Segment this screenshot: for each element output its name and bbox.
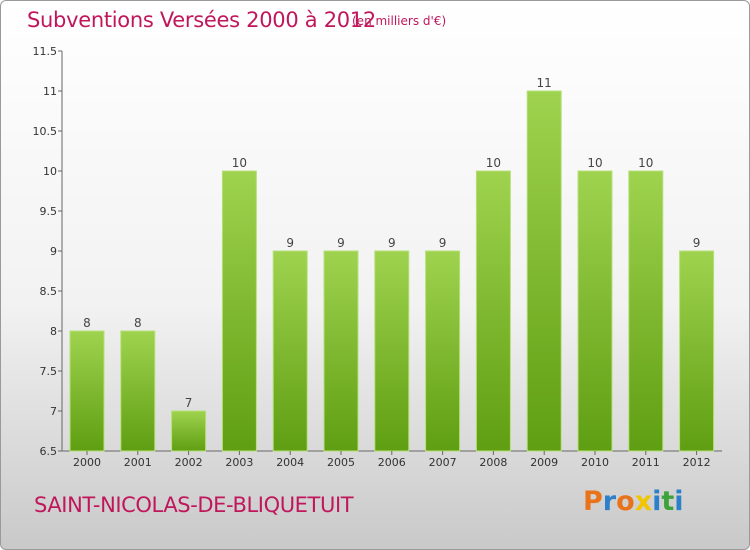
- x-tick-label: 2008: [479, 456, 507, 469]
- logo-letter: t: [661, 486, 675, 517]
- x-tick-label: 2009: [530, 456, 558, 469]
- x-tick-label: 2005: [327, 456, 355, 469]
- bar-value-label: 9: [439, 236, 447, 250]
- x-tick-label: 2004: [276, 456, 304, 469]
- y-tick-label: 10.5: [33, 125, 58, 138]
- plot-area: 6.5 7 7.5 8 8.5 9 9.5 10 10.5 11 11.5 8 2000 8 2001 7 20…: [33, 45, 722, 469]
- y-tick-label: 8.5: [40, 285, 58, 298]
- y-tick-label: 11: [43, 85, 57, 98]
- bar: [272, 250, 308, 452]
- x-tick-label: 2001: [124, 456, 152, 469]
- x-tick-label: 2002: [175, 456, 203, 469]
- bar-value-label: 10: [232, 156, 247, 170]
- bar: [120, 330, 156, 452]
- bar: [323, 250, 359, 452]
- commune-name: SAINT-NICOLAS-DE-BLIQUETUIT: [34, 493, 354, 517]
- bar-value-label: 11: [537, 76, 552, 90]
- bar-value-label: 8: [83, 316, 91, 330]
- x-tick-label: 2000: [73, 456, 101, 469]
- bar-value-label: 7: [185, 396, 193, 410]
- bar-value-label: 9: [693, 236, 701, 250]
- x-tick-label: 2010: [581, 456, 609, 469]
- bar: [221, 170, 257, 452]
- x-tick-label: 2011: [632, 456, 660, 469]
- y-tick-label: 7.5: [40, 365, 58, 378]
- y-tick-label: 6.5: [40, 445, 58, 458]
- x-tick-label: 2007: [429, 456, 457, 469]
- bar: [679, 250, 715, 452]
- chart-title: Subventions Versées 2000 à 2012: [27, 8, 376, 32]
- y-tick-label: 10: [43, 165, 57, 178]
- bar-value-label: 9: [337, 236, 345, 250]
- logo-letter: i: [674, 486, 684, 517]
- logo-letter: r: [602, 486, 617, 517]
- bar: [171, 410, 207, 452]
- bar: [374, 250, 410, 452]
- logo-letter: x: [634, 486, 653, 517]
- y-tick-label: 9: [50, 245, 57, 258]
- bar-value-label: 9: [388, 236, 396, 250]
- bar: [526, 90, 562, 452]
- bar-value-label: 10: [587, 156, 602, 170]
- bar: [577, 170, 613, 452]
- bar: [475, 170, 511, 452]
- bar-value-label: 10: [486, 156, 501, 170]
- logo-letter: i: [652, 486, 662, 517]
- proxiti-logo: Proxiti: [583, 486, 684, 517]
- bar-value-label: 10: [638, 156, 653, 170]
- logo-letter: P: [583, 486, 603, 517]
- x-tick-label: 2003: [225, 456, 253, 469]
- y-tick-label: 9.5: [40, 205, 58, 218]
- logo-letter: o: [616, 486, 635, 517]
- bar-value-label: 8: [134, 316, 142, 330]
- x-tick-label: 2012: [683, 456, 711, 469]
- y-tick-label: 8: [50, 325, 57, 338]
- x-tick-label: 2006: [378, 456, 406, 469]
- bar-value-label: 9: [286, 236, 294, 250]
- y-tick-label: 11.5: [33, 45, 58, 58]
- chart-unit-label: (en milliers d'€): [352, 14, 447, 28]
- y-tick-label: 7: [50, 405, 57, 418]
- bar: [628, 170, 664, 452]
- bar: [69, 330, 105, 452]
- bar: [425, 250, 461, 452]
